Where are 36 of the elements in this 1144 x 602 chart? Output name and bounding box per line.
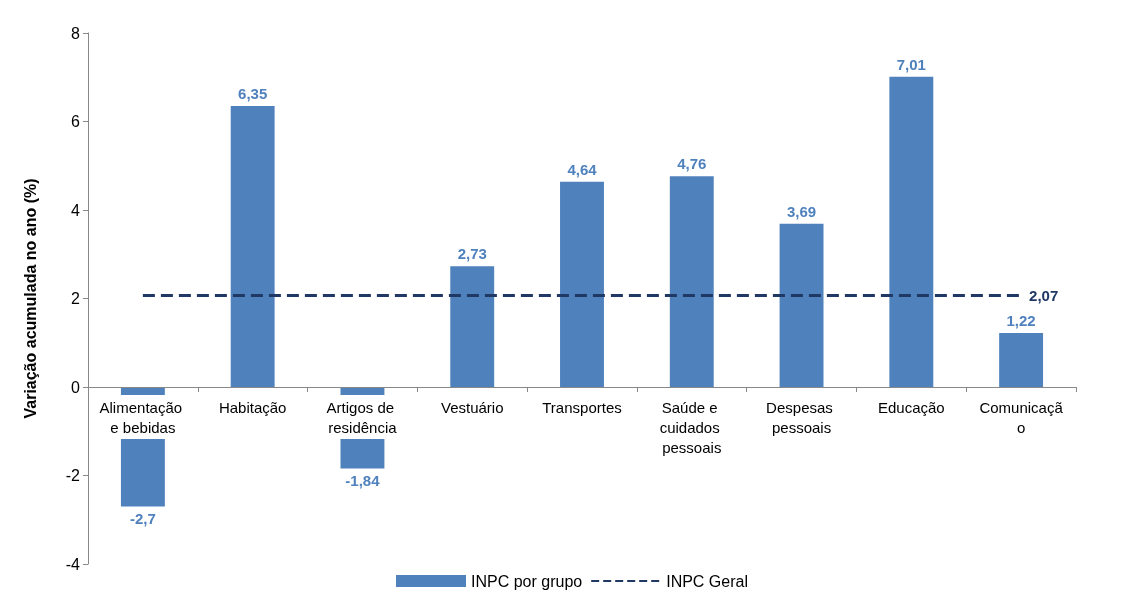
bar bbox=[889, 76, 934, 387]
x-tick-label: Artigos de residência bbox=[326, 398, 399, 436]
y-tick-label: -2 bbox=[65, 467, 81, 484]
y-tick-label: 4 bbox=[71, 201, 81, 219]
data-label: 3,69 bbox=[786, 202, 817, 220]
y-tick-label: 6 bbox=[71, 113, 81, 130]
data-label: 4,64 bbox=[567, 160, 598, 178]
x-tick-label: Habitação bbox=[218, 398, 287, 416]
bar bbox=[999, 333, 1044, 387]
data-label: 6,35 bbox=[238, 85, 268, 103]
data-label: 7,01 bbox=[896, 55, 926, 73]
y-tick-label: 2 bbox=[71, 290, 81, 307]
data-label: 1,22 bbox=[1006, 312, 1036, 330]
legend-label: INPC Geral bbox=[666, 572, 748, 590]
data-label: 2,07 bbox=[1029, 286, 1059, 304]
bar bbox=[779, 223, 824, 387]
y-tick-label: 8 bbox=[71, 24, 81, 42]
x-tick-label: Vestuário bbox=[440, 398, 504, 416]
data-label: -2,7 bbox=[129, 510, 156, 528]
x-tick-label: Transportes bbox=[542, 398, 622, 416]
data-label: -1,84 bbox=[345, 472, 381, 490]
x-tick-label: Educação bbox=[877, 398, 945, 416]
y-axis-title: Variação acumulada no ano (%) bbox=[21, 178, 39, 419]
x-tick-label: Comunicação bbox=[979, 398, 1064, 436]
bar bbox=[669, 176, 714, 387]
x-tick-label: Alimentação e bebidas bbox=[99, 398, 187, 436]
legend-label: INPC por grupo bbox=[471, 572, 583, 590]
bar bbox=[560, 181, 604, 387]
x-tick-label: Saúde e cuidados pessoais bbox=[659, 398, 724, 456]
y-tick-label: -4 bbox=[65, 555, 81, 573]
x-tick-label: Despesas pessoais bbox=[766, 398, 837, 436]
y-tick-label: 0 bbox=[71, 378, 81, 396]
data-label: 4,76 bbox=[677, 155, 707, 173]
bar bbox=[450, 266, 495, 387]
bar bbox=[230, 106, 275, 387]
data-label: 2,73 bbox=[457, 245, 487, 263]
